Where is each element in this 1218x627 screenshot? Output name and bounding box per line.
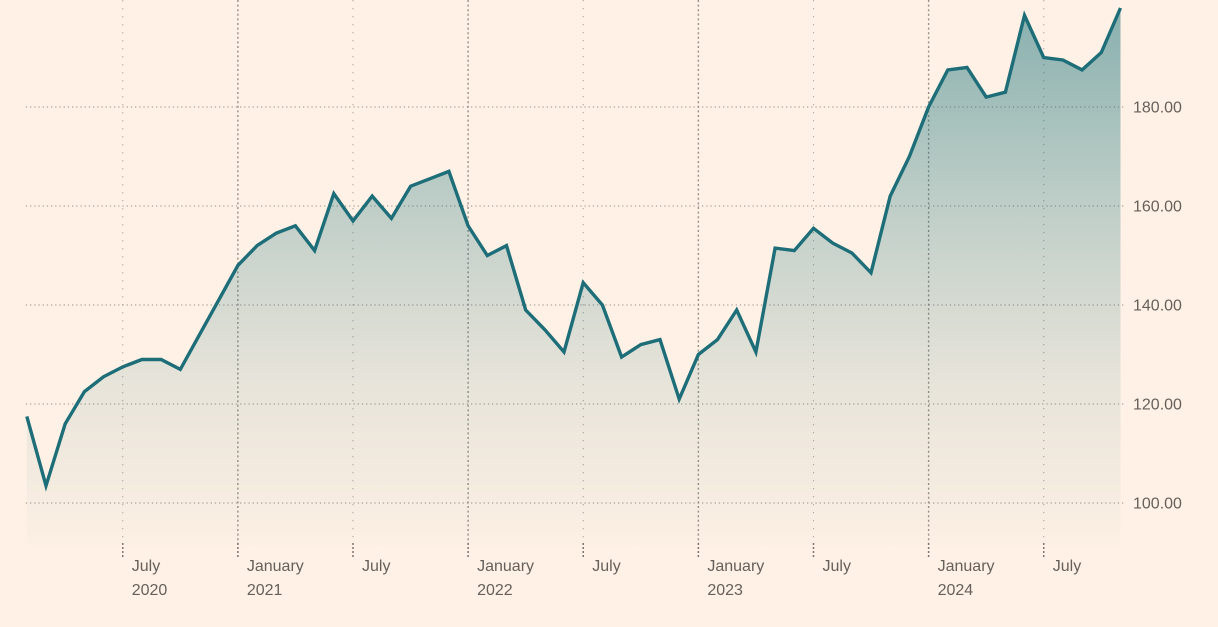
y-axis-label: 120.00 — [1133, 397, 1182, 414]
x-axis-label-year: 2024 — [938, 582, 974, 599]
x-axis: July 2020 January 2021 July January 2022 July Ja… — [121, 543, 1081, 599]
y-axis-label: 140.00 — [1133, 298, 1182, 315]
x-axis-label: January — [707, 558, 764, 575]
y-axis-label: 100.00 — [1133, 496, 1182, 513]
x-axis-label: January — [938, 558, 995, 575]
x-axis-label: July — [132, 558, 160, 575]
y-axis-label: 180.00 — [1133, 100, 1182, 117]
x-axis-label: July — [822, 558, 850, 575]
x-axis-label: January — [477, 558, 534, 575]
x-axis-label: January — [247, 558, 304, 575]
x-axis-label: July — [1053, 558, 1081, 575]
area-fill — [26, 8, 1121, 545]
x-axis-label: July — [362, 558, 390, 575]
x-axis-label-year: 2020 — [132, 582, 168, 599]
x-axis-label-year: 2023 — [707, 582, 743, 599]
price-line — [25, 7, 1123, 492]
x-axis-label-year: 2022 — [477, 582, 513, 599]
y-axis: 100.00 120.00 140.00 160.00 180.00 — [1133, 100, 1182, 513]
x-axis-label-year: 2021 — [247, 582, 283, 599]
x-axis-label: July — [592, 558, 620, 575]
y-axis-label: 160.00 — [1133, 199, 1182, 216]
